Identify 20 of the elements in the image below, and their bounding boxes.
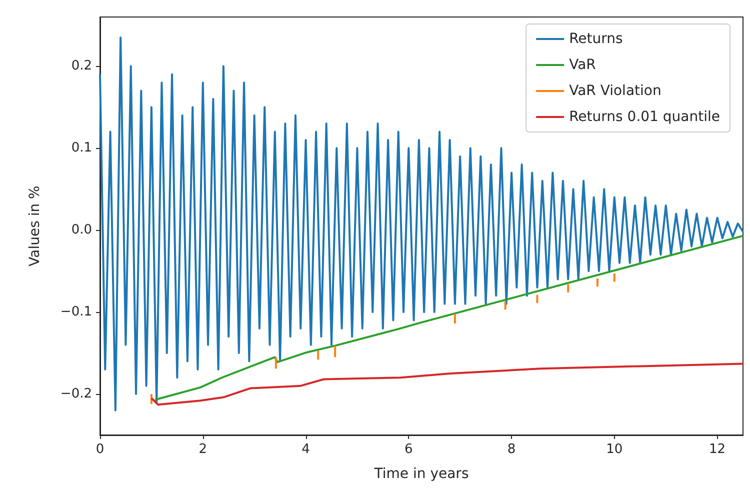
x-tick-label: 12 <box>709 442 726 457</box>
y-tick-label: −0.2 <box>60 386 92 402</box>
legend-label: VaR <box>569 57 596 73</box>
x-axis-title: Time in years <box>373 466 469 482</box>
line-series <box>150 362 744 406</box>
legend-label: Returns <box>569 31 623 47</box>
legend-label: Returns 0.01 quantile <box>569 109 720 125</box>
y-axis-title: Values in % <box>27 186 43 266</box>
line-series <box>154 234 744 401</box>
x-tick-label: 4 <box>302 442 310 457</box>
x-tick-label: 8 <box>507 442 516 457</box>
y-tick-label: 0.1 <box>71 140 92 156</box>
x-tick-label: 2 <box>198 442 208 457</box>
x-tick-label: 0 <box>96 442 104 457</box>
x-tick-label: 6 <box>404 442 413 457</box>
y-tick-label: 0.2 <box>71 58 92 74</box>
y-tick-label: 0.0 <box>71 222 92 238</box>
y-tick-label: −0.1 <box>60 304 92 320</box>
legend-label: VaR Violation <box>569 83 662 99</box>
x-tick-label: 10 <box>606 442 623 457</box>
